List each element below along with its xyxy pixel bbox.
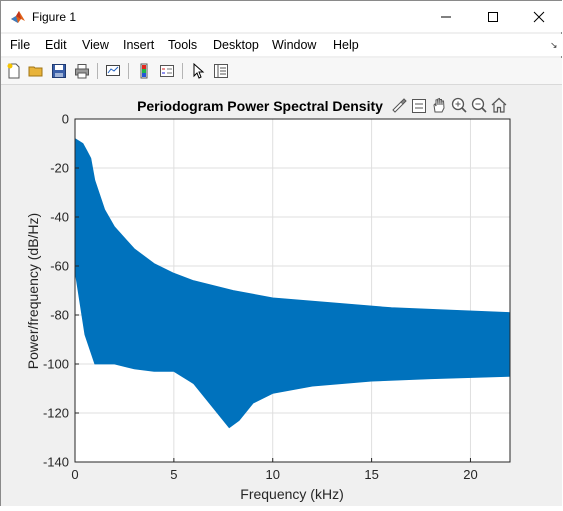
maximize-icon: [487, 11, 499, 23]
x-tick-label: 20: [463, 467, 477, 482]
matlab-logo-icon: [10, 9, 26, 25]
open-button[interactable]: [27, 62, 45, 80]
link-plot-button[interactable]: [104, 62, 122, 80]
close-button[interactable]: [516, 1, 562, 32]
maximize-button[interactable]: [470, 1, 516, 32]
zoom-in-icon[interactable]: [453, 99, 467, 113]
x-tick-label: 5: [170, 467, 177, 482]
menu-tools[interactable]: Tools: [168, 38, 197, 52]
x-axis-label: Frequency (kHz): [240, 486, 343, 502]
y-axis-label: Power/frequency (dB/Hz): [25, 213, 41, 369]
axes-toolbar: [393, 99, 506, 113]
toolbar: [1, 58, 562, 85]
title-bar: Figure 1: [1, 1, 562, 32]
print-icon: [74, 63, 90, 79]
x-tick-label: 15: [364, 467, 378, 482]
menu-insert[interactable]: Insert: [123, 38, 154, 52]
y-tick-label: -40: [50, 210, 69, 225]
property-inspector-icon: [213, 63, 229, 79]
window-title: Figure 1: [32, 10, 76, 24]
chart-title: Periodogram Power Spectral Density: [137, 98, 383, 114]
y-tick-label: -100: [43, 357, 69, 372]
menu-window[interactable]: Window: [272, 38, 316, 52]
pointer-arrow-icon: [190, 63, 206, 79]
link-plot-icon: [105, 63, 121, 79]
datatip-icon[interactable]: [413, 100, 426, 113]
y-tick-label: -120: [43, 406, 69, 421]
menu-file[interactable]: File: [10, 38, 30, 52]
print-button[interactable]: [73, 62, 91, 80]
toolbar-separator: [97, 63, 98, 79]
legend-icon: [159, 63, 175, 79]
open-folder-icon: [28, 63, 44, 79]
zoom-out-icon[interactable]: [473, 99, 487, 113]
property-inspector-button[interactable]: [212, 62, 230, 80]
y-tick-label: 0: [62, 112, 69, 127]
menu-bar: File Edit View Insert Tools Desktop Wind…: [1, 34, 562, 56]
y-tick-label: -60: [50, 259, 69, 274]
figure-canvas: 0 5 10 15 20 0 -20 -40 -60 -80 -100 -120 -140 Period…: [1, 85, 562, 506]
insert-colorbar-button[interactable]: [135, 62, 153, 80]
brush-icon[interactable]: [393, 99, 406, 112]
toolbar-separator: [128, 63, 129, 79]
menu-help[interactable]: Help: [333, 38, 359, 52]
colorbar-icon: [136, 63, 152, 79]
psd-chart: 0 5 10 15 20 0 -20 -40 -60 -80 -100 -120 -140 Period…: [1, 85, 562, 506]
dock-arrow-icon[interactable]: ↘: [550, 40, 558, 51]
menu-desktop[interactable]: Desktop: [213, 38, 259, 52]
y-tick-label: -140: [43, 455, 69, 470]
pan-hand-icon[interactable]: [434, 99, 444, 113]
save-button[interactable]: [50, 62, 68, 80]
insert-legend-button[interactable]: [158, 62, 176, 80]
new-file-icon: [6, 63, 22, 79]
menu-edit[interactable]: Edit: [45, 38, 67, 52]
menu-view[interactable]: View: [82, 38, 109, 52]
toolbar-separator: [182, 63, 183, 79]
y-tick-label: -20: [50, 161, 69, 176]
edit-plot-button[interactable]: [189, 62, 207, 80]
save-icon: [51, 63, 67, 79]
minimize-button[interactable]: [423, 1, 469, 32]
minimize-icon: [440, 11, 452, 23]
x-tick-label: 10: [265, 467, 279, 482]
home-icon[interactable]: [492, 99, 506, 113]
y-tick-label: -80: [50, 308, 69, 323]
new-figure-button[interactable]: [5, 62, 23, 80]
close-icon: [533, 11, 545, 23]
x-tick-label: 0: [71, 467, 78, 482]
